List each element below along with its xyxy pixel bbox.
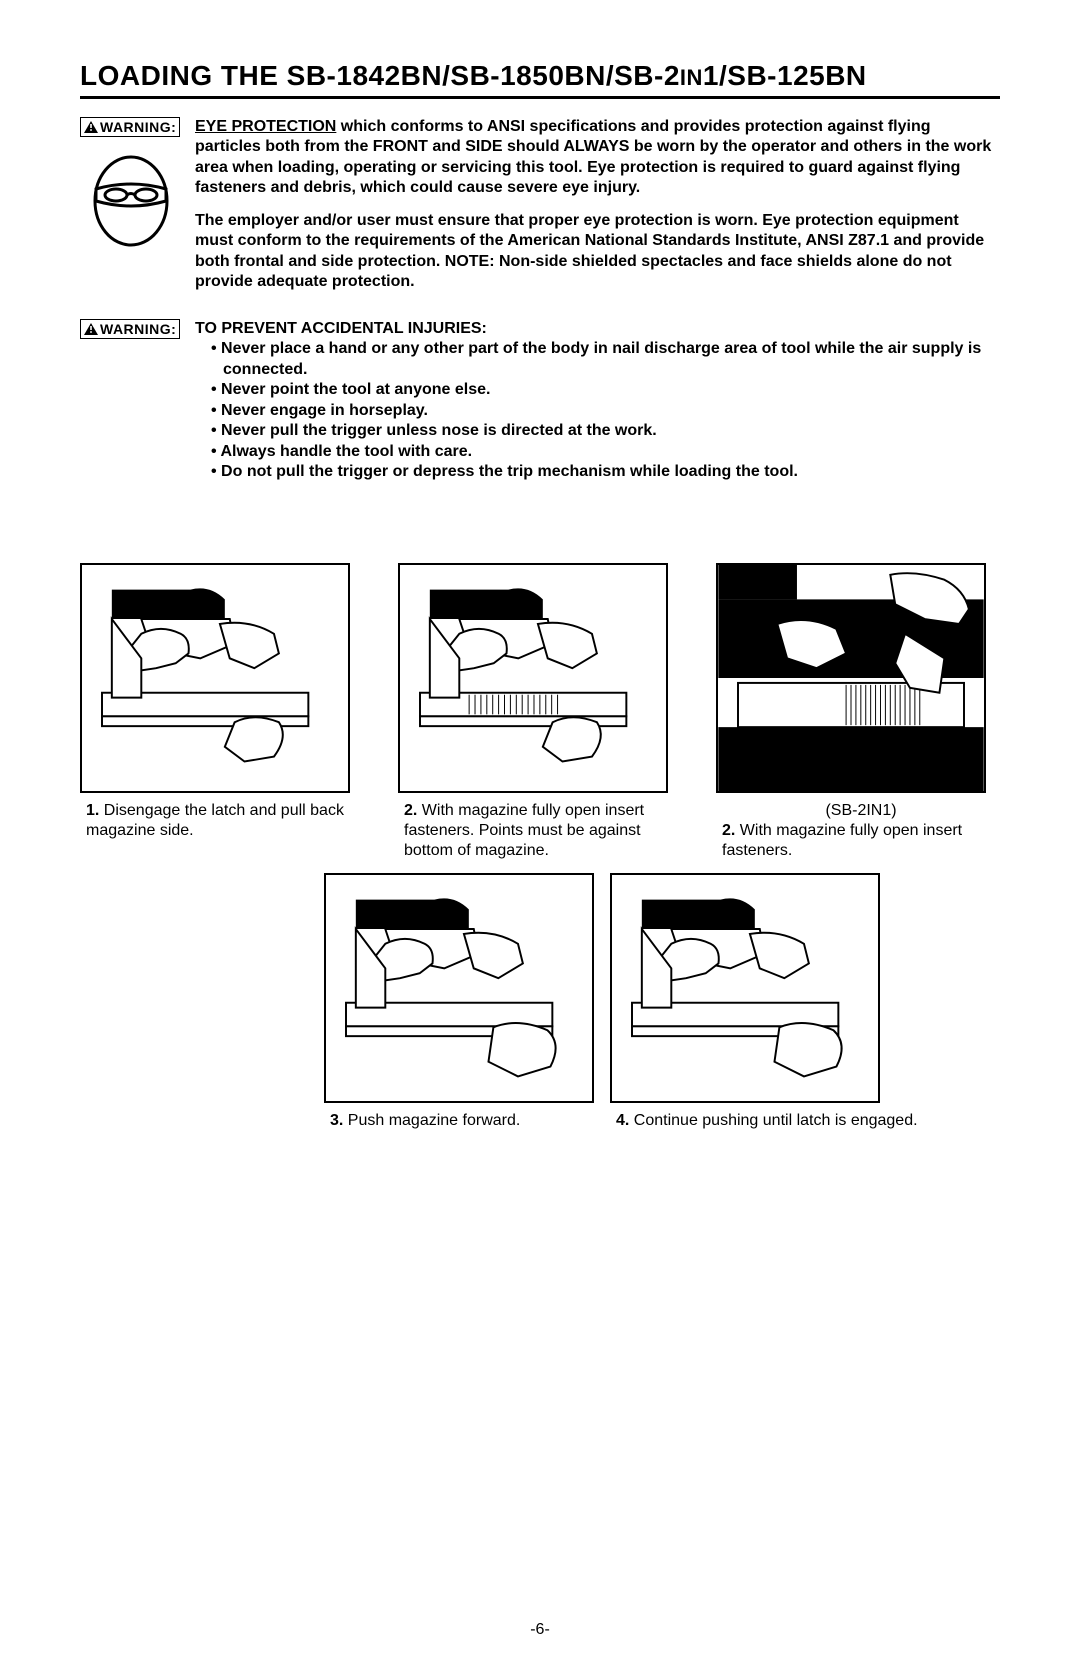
figure-box: [716, 563, 986, 793]
step-caption: (SB-2IN1) 2. With magazine fully open in…: [716, 801, 1000, 861]
step-sub: (SB-2IN1): [722, 801, 1000, 821]
title-part-1: LOADING THE SB-1842BN/SB-1850BN/SB-2: [80, 60, 680, 91]
warning1-para2: The employer and/or user must ensure tha…: [195, 211, 1000, 293]
step-num: 4.: [616, 1112, 629, 1129]
step-4: 4. Continue pushing until latch is engag…: [716, 873, 1000, 1131]
tool-illustration-icon: [612, 875, 878, 1101]
step-num: 1.: [86, 802, 99, 819]
warning-label: WARNING:: [80, 117, 180, 137]
warning-label-text: WARNING:: [100, 321, 176, 337]
warning-left-col: WARNING:: [80, 117, 195, 252]
step-2b: (SB-2IN1) 2. With magazine fully open in…: [716, 563, 1000, 861]
warning-label-text: WARNING:: [100, 119, 176, 135]
step-text: Disengage the latch and pull back magazi…: [86, 802, 344, 839]
warning-block-2: WARNING: TO PREVENT ACCIDENTAL INJURIES:…: [80, 319, 1000, 483]
bullet-item: Never pull the trigger unless nose is di…: [203, 421, 1000, 441]
step-text: Continue pushing until latch is engaged.: [629, 1112, 917, 1129]
bullet-item: Never place a hand or any other part of …: [203, 339, 1000, 380]
steps-row-2: 3. Push magazine forward. 4. Continue: [80, 873, 1000, 1131]
goggles-head-icon: [90, 151, 172, 252]
warning2-bullets: Never place a hand or any other part of …: [195, 339, 1000, 482]
tool-illustration-icon: [82, 565, 348, 791]
tool-illustration-icon: [400, 565, 666, 791]
bullet-item: Never point the tool at anyone else.: [203, 380, 1000, 400]
manual-page: LOADING THE SB-1842BN/SB-1850BN/SB-2IN1/…: [0, 0, 1080, 1669]
steps-row-1: 1. Disengage the latch and pull back mag…: [80, 563, 1000, 861]
figure-box: [80, 563, 350, 793]
step-1: 1. Disengage the latch and pull back mag…: [80, 563, 364, 861]
title-part-small: IN: [680, 65, 703, 90]
warning-label-2: WARNING:: [80, 319, 180, 339]
figure-box: [610, 873, 880, 1103]
step-num: 2.: [404, 802, 417, 819]
step-text: With magazine fully open insert fastener…: [722, 822, 962, 859]
bullet-item: Do not pull the trigger or depress the t…: [203, 462, 1000, 482]
warning-triangle-icon: [84, 323, 98, 335]
step-text: With magazine fully open insert fastener…: [404, 802, 644, 859]
step-2: 2. With magazine fully open insert faste…: [398, 563, 682, 861]
step-caption: 1. Disengage the latch and pull back mag…: [80, 801, 364, 841]
warning2-text: TO PREVENT ACCIDENTAL INJURIES: Never pl…: [195, 319, 1000, 483]
step-num: 2.: [722, 822, 735, 839]
figure-box: [324, 873, 594, 1103]
warning2-heading: TO PREVENT ACCIDENTAL INJURIES:: [195, 319, 1000, 339]
step-caption: 2. With magazine fully open insert faste…: [398, 801, 682, 861]
step-num: 3.: [330, 1112, 343, 1129]
page-number: -6-: [0, 1621, 1080, 1639]
bullet-item: Never engage in horseplay.: [203, 401, 1000, 421]
spacer: [80, 873, 350, 1131]
step-text: Push magazine forward.: [343, 1112, 520, 1129]
bullet-item: Always handle the tool with care.: [203, 442, 1000, 462]
tool-illustration-icon: [718, 565, 984, 791]
warning1-text: EYE PROTECTION which conforms to ANSI sp…: [195, 117, 1000, 305]
page-title: LOADING THE SB-1842BN/SB-1850BN/SB-2IN1/…: [80, 60, 1000, 99]
warning-triangle-icon: [84, 121, 98, 133]
title-part-3: 1/SB-125BN: [703, 60, 867, 91]
step-caption: 4. Continue pushing until latch is engag…: [610, 1111, 1000, 1131]
figure-box: [398, 563, 668, 793]
warning2-left-col: WARNING:: [80, 319, 195, 339]
warning-block-1: WARNING: EYE PROTECTION which conforms t…: [80, 117, 1000, 305]
warning1-lead: EYE PROTECTION: [195, 118, 336, 135]
tool-illustration-icon: [326, 875, 592, 1101]
